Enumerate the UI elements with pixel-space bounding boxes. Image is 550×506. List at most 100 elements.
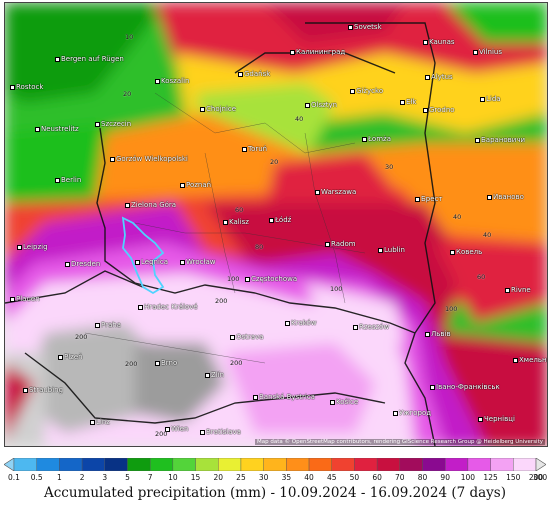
isoline-value: 20	[270, 158, 279, 166]
color-scale-swatch	[467, 457, 491, 472]
color-scale-tick: 10	[168, 473, 178, 482]
city-label: Chojnice	[200, 105, 236, 113]
color-scale-tick: 45	[326, 473, 337, 482]
color-scale-tick: 50	[349, 473, 360, 482]
city-label: Giżycko	[350, 87, 383, 95]
city-marker-icon	[475, 137, 480, 143]
color-scale-tick: 35	[281, 473, 292, 482]
color-scale-tick: 300	[532, 473, 548, 482]
city-name: Brno	[161, 359, 178, 367]
color-scale-swatch	[218, 457, 242, 472]
color-scale-tick: 1	[57, 473, 62, 482]
city-name: Częstochowa	[251, 275, 298, 283]
color-scale-tick: 90	[440, 473, 450, 482]
city-name: Poznań	[186, 181, 212, 189]
city-marker-icon	[350, 88, 355, 94]
city-label: Брест	[415, 195, 442, 203]
city-label: Banská Bystrica	[253, 393, 315, 401]
city-marker-icon	[393, 410, 398, 416]
city-name: Rivne	[511, 286, 531, 294]
city-marker-icon	[35, 126, 40, 132]
color-scale-tick: 30	[258, 473, 269, 482]
city-label: Zlín	[205, 371, 224, 379]
city-marker-icon	[253, 394, 258, 400]
city-label: Szczecin	[95, 120, 131, 128]
city-marker-icon	[315, 189, 320, 195]
city-name: Bratislava	[206, 428, 241, 436]
city-name: Rzeszów	[359, 323, 390, 331]
city-label: Częstochowa	[245, 275, 297, 283]
city-label: Straubing	[23, 386, 63, 394]
city-label: Калининград	[290, 48, 345, 56]
city-marker-icon	[65, 261, 70, 267]
city-label: Чернівці	[478, 415, 515, 423]
city-label: Leipzig	[17, 243, 48, 251]
color-scale-swatch	[36, 457, 60, 472]
color-scale-swatch	[172, 457, 196, 472]
city-label: Brno	[155, 359, 177, 367]
city-marker-icon	[55, 177, 60, 183]
city-marker-icon	[238, 71, 243, 77]
city-label: Kraków	[285, 319, 317, 327]
color-scale-swatch	[127, 457, 151, 472]
city-name: Warszawa	[321, 188, 357, 196]
city-label: Rivne	[505, 286, 531, 294]
color-scale-tick: 20	[213, 473, 224, 482]
city-marker-icon	[138, 304, 143, 310]
city-label: Legnica	[135, 258, 168, 266]
city-name: Калининград	[296, 48, 346, 56]
isoline-value: 40	[295, 115, 304, 123]
color-scale-bar	[3, 457, 547, 472]
isoline-value: 200	[75, 333, 88, 341]
city-marker-icon	[245, 276, 250, 282]
color-scale	[3, 456, 547, 472]
city-name: Toruń	[248, 145, 268, 153]
city-label: Gdańsk	[238, 70, 270, 78]
color-scale-swatch	[354, 457, 378, 472]
color-scale-swatch	[376, 457, 401, 472]
color-scale-swatch	[81, 457, 105, 472]
map-attribution: Map data © OpenStreetMap contributors, r…	[255, 439, 545, 445]
city-marker-icon	[425, 331, 430, 337]
city-marker-icon	[200, 106, 205, 112]
city-name: Івано-Франківськ	[436, 383, 500, 391]
city-marker-icon	[423, 107, 428, 113]
color-scale-swatch	[59, 457, 83, 472]
city-marker-icon	[90, 419, 95, 425]
city-label: Radom	[325, 240, 356, 248]
city-label: Toruń	[242, 145, 267, 153]
city-marker-icon	[230, 334, 235, 340]
city-marker-icon	[423, 39, 428, 45]
city-marker-icon	[505, 287, 510, 293]
color-scale-tick: 70	[395, 473, 405, 482]
city-name: Łódź	[275, 216, 292, 224]
city-label: Poznań	[180, 181, 211, 189]
city-marker-icon	[425, 74, 430, 80]
isoline-value: 60	[477, 273, 486, 281]
city-marker-icon	[362, 136, 367, 142]
city-label: Łomża	[362, 135, 391, 143]
isoline-value: 200	[125, 360, 138, 368]
city-name: Giżycko	[356, 87, 384, 95]
isoline-value: 200	[230, 359, 243, 367]
city-label: Kaunas	[423, 38, 455, 46]
city-name: Ostrava	[236, 333, 264, 341]
city-label: Lida	[480, 95, 501, 103]
city-marker-icon	[10, 84, 15, 90]
city-marker-icon	[95, 121, 100, 127]
city-name: Gorzów Wielkopolski	[116, 155, 188, 163]
city-marker-icon	[330, 399, 335, 405]
city-label: Kalisz	[223, 218, 249, 226]
city-label: Барановичи	[475, 136, 525, 144]
city-name: Sovetsk	[354, 23, 382, 31]
city-label: Bratislava	[200, 428, 241, 436]
color-scale-swatch	[331, 457, 355, 472]
city-name: Linz	[96, 418, 110, 426]
city-marker-icon	[353, 324, 358, 330]
city-label: Košice	[330, 398, 358, 406]
precipitation-map[interactable]: Sovetsk Kaunas Vilnius Калининград Bergen au…	[4, 2, 548, 447]
city-label: Gorzów Wielkopolski	[110, 155, 188, 163]
city-marker-icon	[180, 182, 185, 188]
color-scale-swatch	[263, 457, 287, 472]
city-name: Szczecin	[101, 120, 132, 128]
